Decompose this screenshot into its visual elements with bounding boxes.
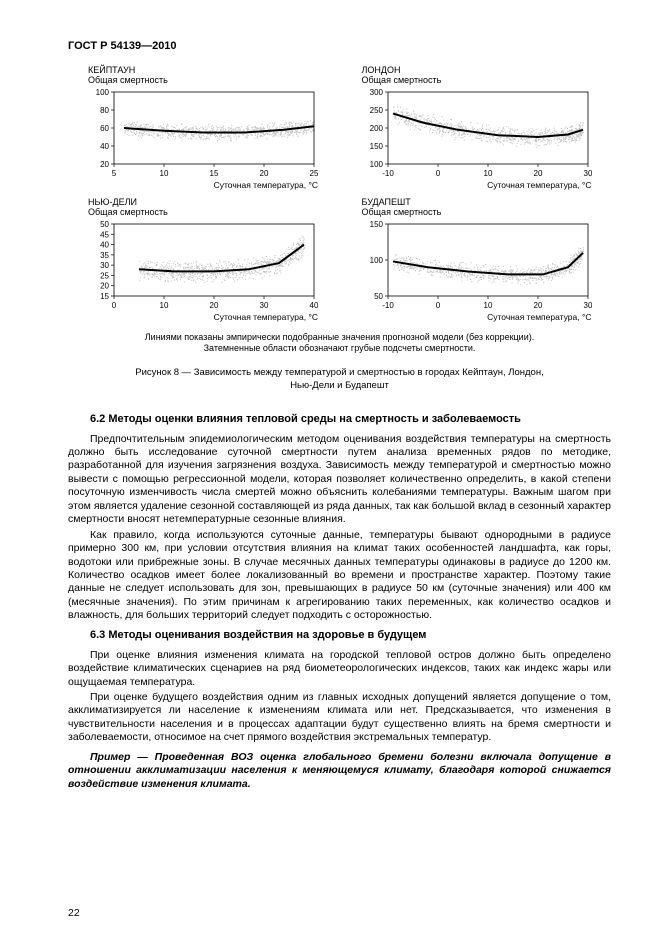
svg-text:10: 10 xyxy=(483,169,492,178)
svg-text:10: 10 xyxy=(483,301,492,310)
svg-text:15: 15 xyxy=(100,292,109,301)
chart-title: КЕЙПТАУН Общая смертность xyxy=(88,66,318,86)
chart-xlabel: Суточная температура, °С xyxy=(88,312,318,322)
chart-title: ЛОНДОН Общая смертность xyxy=(362,66,592,86)
chart-cape-town: КЕЙПТАУН Общая смертность 20 40 60 80 100 5 10… xyxy=(88,66,318,190)
svg-text:10: 10 xyxy=(160,169,169,178)
svg-text:20: 20 xyxy=(533,301,542,310)
svg-text:30: 30 xyxy=(583,169,591,178)
figure-subcaption: Линиями показаны эмпирически подобранные… xyxy=(68,332,611,355)
chart-title: НЬЮ-ДЕЛИ Общая смертность xyxy=(88,198,318,218)
svg-text:40: 40 xyxy=(310,301,318,310)
svg-text:100: 100 xyxy=(369,256,383,265)
para-6-2-1: Предпочтительным эпидемиологическим мето… xyxy=(68,433,611,527)
svg-text:30: 30 xyxy=(100,261,109,270)
figure-caption: Рисунок 8 — Зависимость между температур… xyxy=(68,367,611,393)
svg-text:45: 45 xyxy=(100,230,109,239)
chart-budapest: БУДАПЕШТ Общая смертность 50 100 150 -10 0 10… xyxy=(362,198,592,322)
svg-text:20: 20 xyxy=(100,160,109,169)
svg-text:200: 200 xyxy=(369,124,383,133)
svg-text:5: 5 xyxy=(112,169,117,178)
section-6-2-heading: 6.2 Методы оценки влияния тепловой среды… xyxy=(90,413,611,425)
svg-text:300: 300 xyxy=(369,88,383,97)
svg-text:0: 0 xyxy=(112,301,117,310)
svg-text:80: 80 xyxy=(100,106,109,115)
chart-new-delhi: НЬЮ-ДЕЛИ Общая смертность 15202530354045… xyxy=(88,198,318,322)
chart-plot: 20 40 60 80 100 5 10 15 20 25 xyxy=(88,88,318,178)
svg-text:20: 20 xyxy=(533,169,542,178)
chart-plot: 50 100 150 -10 0 10 20 30 xyxy=(362,220,592,310)
svg-text:50: 50 xyxy=(374,292,383,301)
chart-plot: 100 150 200 250 300 -10 0 10 20 30 xyxy=(362,88,592,178)
chart-xlabel: Суточная температура, °С xyxy=(362,312,592,322)
figure-8-charts: КЕЙПТАУН Общая смертность 20406080100510… xyxy=(88,66,611,322)
chart-london: ЛОНДОН Общая смертность 100150200250300-… xyxy=(362,66,592,190)
example-note: Пример — Проведенная ВОЗ оценка глобальн… xyxy=(68,751,611,791)
svg-text:0: 0 xyxy=(435,169,440,178)
svg-text:25: 25 xyxy=(100,271,109,280)
section-6-3-heading: 6.3 Методы оценивания воздействия на здо… xyxy=(90,629,611,641)
para-6-2-2: Как правило, когда используются суточные… xyxy=(68,529,611,623)
chart-xlabel: Суточная температура, °С xyxy=(362,180,592,190)
svg-text:10: 10 xyxy=(160,301,169,310)
page-number: 22 xyxy=(68,907,80,919)
svg-text:100: 100 xyxy=(369,160,383,169)
svg-text:-10: -10 xyxy=(382,301,394,310)
svg-text:100: 100 xyxy=(96,88,110,97)
svg-text:40: 40 xyxy=(100,142,109,151)
svg-text:15: 15 xyxy=(210,169,219,178)
para-6-3-1: При оценке влияния изменения климата на … xyxy=(68,649,611,689)
para-6-3-2: При оценке будущего воздействия одним из… xyxy=(68,691,611,745)
svg-text:20: 20 xyxy=(210,301,219,310)
svg-text:20: 20 xyxy=(260,169,269,178)
chart-title: БУДАПЕШТ Общая смертность xyxy=(362,198,592,218)
svg-text:60: 60 xyxy=(100,124,109,133)
chart-plot: 1520253035404550010203040 xyxy=(88,220,318,310)
chart-xlabel: Суточная температура, °С xyxy=(88,180,318,190)
svg-text:40: 40 xyxy=(100,240,109,249)
svg-text:50: 50 xyxy=(100,220,109,229)
svg-text:30: 30 xyxy=(260,301,269,310)
svg-text:250: 250 xyxy=(369,106,383,115)
svg-text:35: 35 xyxy=(100,250,109,259)
svg-text:0: 0 xyxy=(435,301,440,310)
document-id: ГОСТ Р 54139—2010 xyxy=(68,40,611,52)
svg-text:150: 150 xyxy=(369,142,383,151)
svg-text:150: 150 xyxy=(369,220,383,229)
svg-text:20: 20 xyxy=(100,281,109,290)
svg-text:30: 30 xyxy=(583,301,591,310)
svg-text:25: 25 xyxy=(310,169,318,178)
svg-text:-10: -10 xyxy=(382,169,394,178)
